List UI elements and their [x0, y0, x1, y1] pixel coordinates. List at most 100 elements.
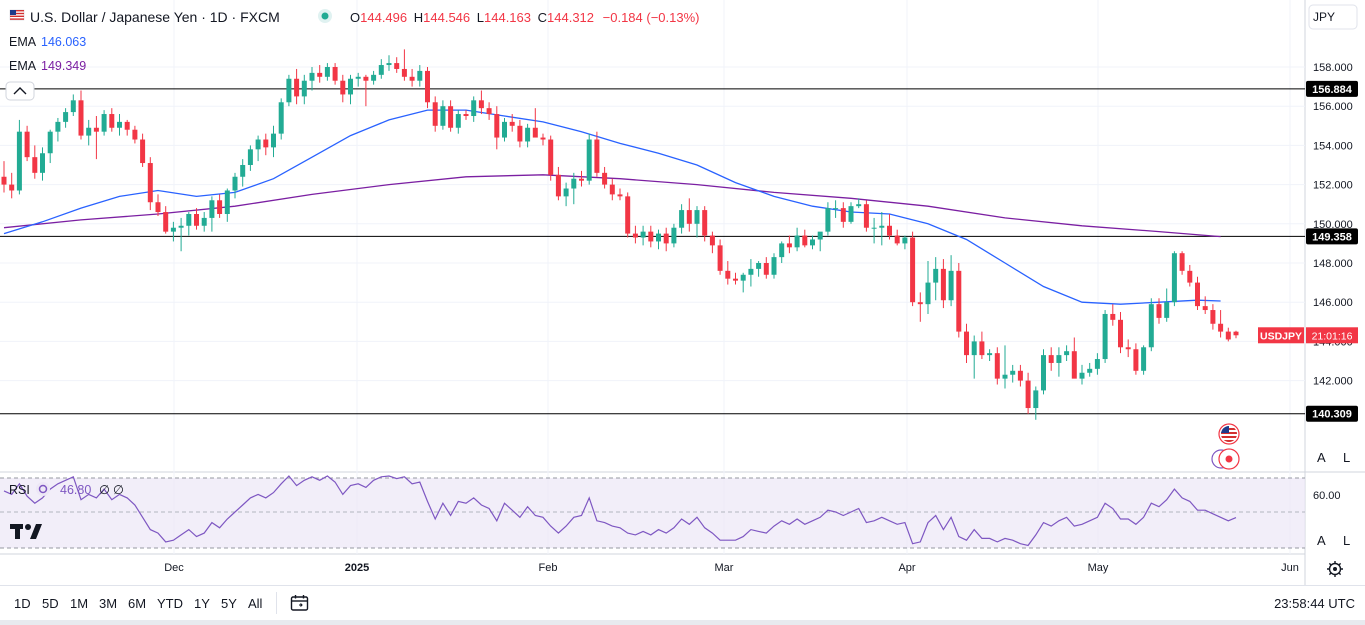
candle [101, 110, 107, 136]
candle-body [856, 204, 862, 207]
price-tick-label: 156.000 [1313, 101, 1353, 113]
candle-body [93, 127, 99, 132]
timeframe-5d-button[interactable]: 5D [42, 596, 59, 611]
close-value: 144.312 [547, 10, 594, 25]
candle-body [933, 268, 939, 283]
price-axis[interactable]: 158.000 156.000 154.000 152.000 150.000 148.0… [1258, 62, 1358, 388]
rsi-settings-icon[interactable] [36, 482, 50, 496]
candle [124, 119, 130, 136]
timeframe-1m-button[interactable]: 1M [70, 596, 89, 611]
candle-body [425, 70, 430, 103]
time-axis[interactable]: Dec 2025 Feb Mar Apr May Jun [164, 562, 1299, 574]
candle-body [1148, 304, 1154, 348]
candle-body [86, 127, 92, 136]
candle [32, 145, 38, 179]
candle [802, 229, 808, 248]
level-price-label: 149.358 [1312, 231, 1352, 243]
currency-button[interactable]: JPY [1308, 4, 1358, 30]
candle [409, 68, 415, 87]
timeframe-5y-button[interactable]: 5Y [221, 596, 237, 611]
candle [709, 231, 715, 254]
candle-body [317, 72, 323, 77]
tradingview-logo-icon[interactable] [10, 524, 42, 539]
candle-body [1048, 355, 1054, 363]
candle [763, 257, 769, 279]
gear-icon[interactable] [1327, 561, 1343, 577]
candle [887, 214, 892, 240]
candle [994, 347, 1000, 385]
candle [902, 235, 908, 250]
candle [509, 114, 515, 132]
countdown-tag-label: 21:01:16 [1312, 330, 1353, 342]
candle [833, 200, 839, 218]
currency-label: JPY [1313, 10, 1335, 24]
candle [271, 125, 276, 158]
timeframe-3m-button[interactable]: 3M [99, 596, 118, 611]
timeframe-6m-button[interactable]: 6M [128, 596, 147, 611]
rsi-indicator [0, 475, 1305, 549]
event-marker-icon[interactable] [1211, 448, 1240, 470]
rsi-log-scale-button[interactable]: L [1338, 530, 1358, 550]
timeframe-1y-button[interactable]: 1Y [194, 596, 210, 611]
candle-body [1171, 253, 1177, 303]
candle [132, 125, 138, 144]
timeframe-1d-button[interactable]: 1D [14, 596, 31, 611]
timeframe-all-button[interactable]: All [248, 596, 263, 611]
ema-lines [3, 109, 1221, 305]
timeframe-ytd-button[interactable]: YTD [157, 596, 183, 611]
candle-body [532, 127, 538, 138]
low-value: 144.163 [484, 10, 531, 25]
ema-fast-value: 146.063 [41, 35, 86, 49]
log-scale-button[interactable]: L [1338, 447, 1358, 467]
ema-legend-2[interactable]: EMA 149.349 [9, 59, 86, 73]
candle [1010, 364, 1016, 383]
candle-body [324, 67, 330, 77]
candle [987, 349, 993, 361]
candle-body [748, 268, 754, 275]
candle-body [802, 235, 808, 246]
candle [224, 188, 230, 222]
time-tick-label: Apr [898, 562, 915, 574]
ema-slow-label: EMA [9, 59, 37, 73]
candle [725, 261, 731, 285]
rsi-value: 46.80 [60, 483, 91, 497]
close-label: C [538, 10, 547, 25]
ema-legend-1[interactable]: EMA 146.063 [9, 35, 86, 49]
us-flag-icon[interactable] [1218, 423, 1240, 445]
price-tick-label: 150.000 [1313, 219, 1353, 231]
candle [401, 49, 407, 81]
us-flag-icon [9, 9, 25, 21]
candle-body [194, 214, 199, 226]
rsi-legend[interactable]: RSI 46.80 ∅ ∅ [9, 482, 124, 497]
date-range-icon[interactable] [290, 594, 310, 612]
candle-body [247, 149, 253, 165]
candle-body [132, 129, 138, 140]
candle [286, 74, 292, 107]
candle [663, 227, 669, 252]
candle-body [178, 225, 184, 228]
candle-body [686, 210, 692, 224]
collapse-legend-button[interactable] [5, 81, 35, 101]
candle-body [717, 245, 723, 271]
candle-body [348, 78, 353, 95]
candle [294, 68, 300, 105]
candle-body [1094, 359, 1100, 369]
symbol-legend[interactable]: U.S. Dollar / Japanese Yen · 1D · FXCM O… [9, 9, 700, 25]
candle [1102, 310, 1108, 363]
utc-clock[interactable]: 23:58:44 UTC [1274, 596, 1355, 611]
candle [486, 102, 492, 120]
horizontal-levels[interactable]: 156.884 149.358 140.309 [0, 80, 1358, 422]
candle-body [810, 239, 815, 246]
candle [1118, 312, 1123, 354]
candle-body [948, 270, 954, 301]
candle-body [1087, 368, 1093, 373]
rsi-auto-scale-button[interactable]: A [1312, 530, 1332, 550]
candle-body [940, 268, 946, 301]
candle [925, 261, 931, 314]
price-tick-label: 148.000 [1313, 258, 1353, 270]
auto-scale-button[interactable]: A [1312, 447, 1332, 467]
last-price-tag[interactable]: USDJPY 21:01:16 [1258, 327, 1358, 344]
candle [1156, 298, 1162, 324]
ema-slow-value: 149.349 [41, 59, 86, 73]
